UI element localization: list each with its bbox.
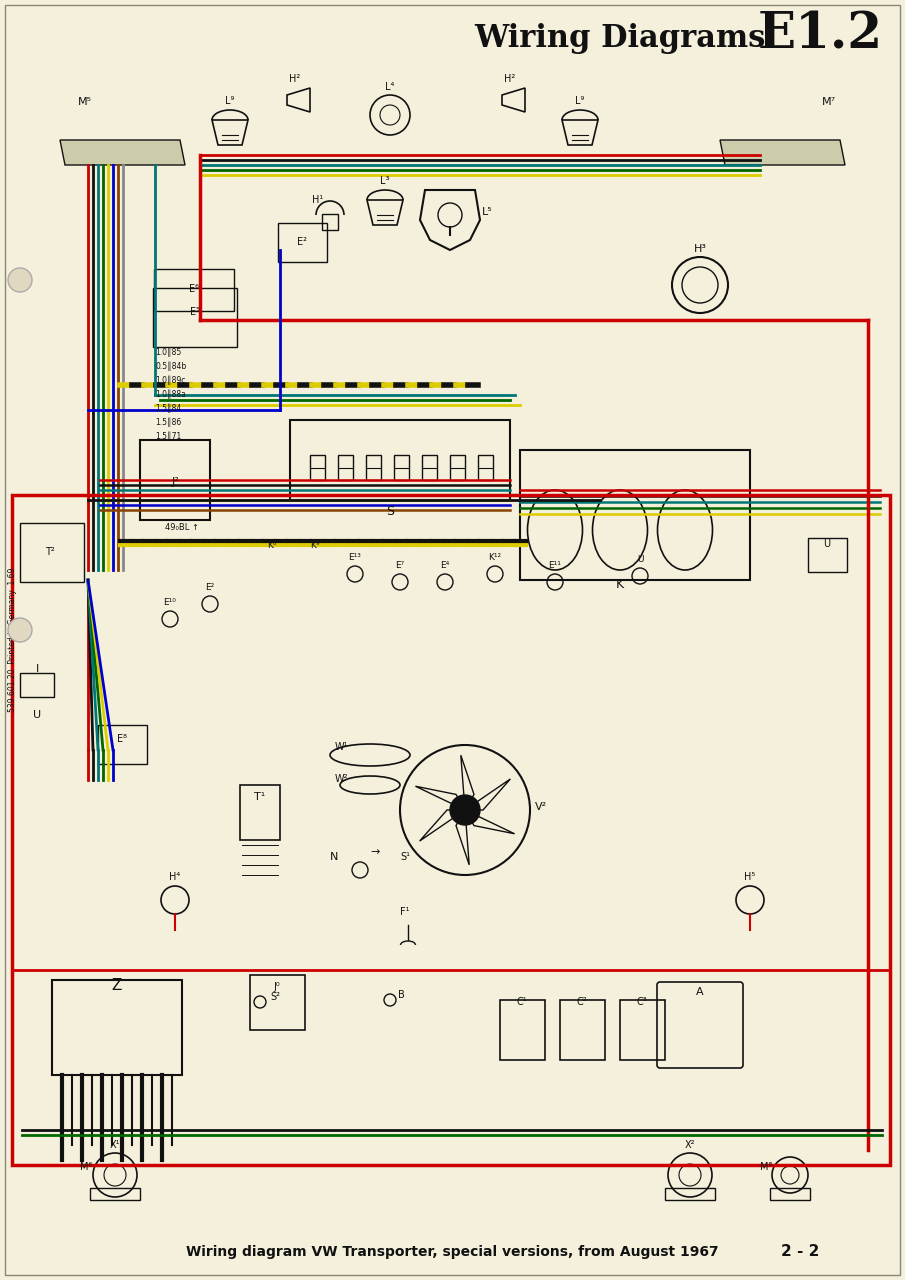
Text: X¹: X¹ [110,1140,120,1149]
Bar [52,980,182,1075]
Bar [240,785,280,840]
Bar [770,1188,810,1201]
Bar [620,1000,665,1060]
Text: V²: V² [535,803,548,812]
Text: E⁷: E⁷ [395,561,405,570]
Text: S: S [386,506,394,518]
Bar [338,454,353,480]
Text: B: B [398,989,405,1000]
Text: Z: Z [112,978,122,993]
Polygon shape [720,140,845,165]
Text: 2 - 2: 2 - 2 [781,1244,819,1260]
Text: 49₀BL ↑: 49₀BL ↑ [165,524,199,532]
Text: E¹³: E¹³ [348,553,361,562]
Text: 1.5║86: 1.5║86 [155,417,181,428]
Bar [560,1000,605,1060]
Bar [322,214,338,230]
Text: C³: C³ [636,997,647,1007]
Bar [520,451,750,580]
Bar [310,454,325,480]
Text: 1.5║71: 1.5║71 [155,431,181,442]
Text: U: U [824,539,831,549]
Text: W¹: W¹ [335,742,348,753]
Text: H¹: H¹ [312,195,323,205]
Text: F¹: F¹ [400,908,409,916]
Text: 1.0║88a: 1.0║88a [155,389,186,399]
Text: H²: H² [504,74,516,84]
Text: S²: S² [270,992,280,1002]
Text: 0.5║84b: 0.5║84b [155,361,186,371]
Bar [394,454,409,480]
Bar [12,495,890,1165]
Text: J²: J² [171,477,179,486]
Text: L⁵: L⁵ [482,207,492,218]
Bar [366,454,381,480]
Text: T²: T² [45,547,55,557]
Text: K¹²: K¹² [489,553,501,562]
Text: K: K [616,579,624,591]
Text: E²: E² [297,237,307,247]
Bar [250,975,305,1030]
Text: E1.2: E1.2 [757,10,882,59]
Bar [140,440,210,520]
Text: E⁵: E⁵ [190,307,200,317]
Circle shape [8,618,32,643]
Text: Wiring Diagrams: Wiring Diagrams [474,23,766,54]
Text: A: A [696,987,704,997]
Text: S¹: S¹ [400,852,410,861]
Text: C¹: C¹ [517,997,528,1007]
Text: 1.0║85: 1.0║85 [155,347,181,357]
Bar [450,454,465,480]
Text: E⁸: E⁸ [117,733,127,744]
Text: N: N [330,852,338,861]
Text: C²: C² [576,997,587,1007]
Bar [422,454,437,480]
Circle shape [450,795,480,826]
Text: W²: W² [335,774,348,783]
Text: 539.601.20  Printed in Germany  1.69: 539.601.20 Printed in Germany 1.69 [7,568,16,712]
Text: M⁵: M⁵ [78,97,92,108]
Text: L⁹: L⁹ [225,96,234,106]
Bar [12,970,890,1165]
Circle shape [8,268,32,292]
Text: K⁶: K⁶ [267,541,277,550]
Polygon shape [60,140,185,165]
Text: M⁶: M⁶ [80,1162,92,1172]
Text: K⁹: K⁹ [310,541,319,550]
Text: U: U [33,710,41,719]
Text: E⁴: E⁴ [441,561,450,570]
Bar [478,454,493,480]
Text: I: I [35,664,39,675]
Text: L⁴: L⁴ [386,82,395,92]
Text: M⁸: M⁸ [760,1162,772,1172]
Text: E¹¹: E¹¹ [548,561,561,570]
Text: J⁰: J⁰ [273,982,281,992]
Text: M⁷: M⁷ [822,97,836,108]
Text: U: U [637,556,643,564]
Text: H³: H³ [693,244,707,253]
Text: E¹⁰: E¹⁰ [164,598,176,607]
Text: H⁵: H⁵ [745,872,756,882]
Bar [290,420,510,500]
Bar [90,1188,140,1201]
Bar [500,1000,545,1060]
Text: E²: E² [205,582,214,591]
Text: →: → [370,847,379,858]
Text: T¹: T¹ [254,792,266,803]
Text: Wiring diagram VW Transporter, special versions, from August 1967: Wiring diagram VW Transporter, special v… [186,1245,719,1260]
Text: H²: H² [290,74,300,84]
Text: L³: L³ [380,177,390,186]
Bar [665,1188,715,1201]
Text: E⁶: E⁶ [189,284,199,294]
Text: X²: X² [685,1140,695,1149]
Text: H⁴: H⁴ [169,872,181,882]
Text: 1.5║84: 1.5║84 [155,403,181,413]
Text: L⁹: L⁹ [576,96,585,106]
Text: 1.0║89c: 1.0║89c [155,375,186,385]
